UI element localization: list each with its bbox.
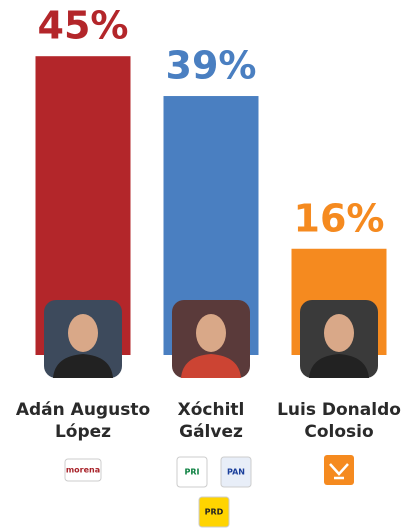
candidate-photo <box>172 300 250 378</box>
party-logo-text: PAN <box>227 468 245 477</box>
candidate-name: Xóchitl Gálvez <box>178 400 245 442</box>
name-line: Xóchitl <box>178 400 245 420</box>
party-logo-text: PRI <box>185 468 200 477</box>
candidate-name: Adán Augusto López <box>16 400 150 442</box>
name-line: Gálvez <box>179 422 243 442</box>
value-label: 39% <box>166 44 257 88</box>
party-logo-text: morena <box>66 466 100 475</box>
candidate-photo <box>44 300 122 378</box>
party-logo-text: PRD <box>205 508 224 517</box>
party-logo <box>220 456 252 488</box>
name-line: Luis Donaldo <box>277 400 401 420</box>
photo-body <box>53 354 113 378</box>
name-line: Colosio <box>304 422 373 442</box>
candidate-name: Luis Donaldo Colosio <box>277 400 401 442</box>
name-line: López <box>55 422 111 442</box>
party-logo <box>198 496 230 528</box>
value-label: 45% <box>38 4 129 48</box>
party-logo <box>64 458 102 482</box>
name-line: Adán Augusto <box>16 400 150 420</box>
photo-face <box>324 314 354 352</box>
party-logo <box>324 455 354 485</box>
candidate-photo <box>300 300 378 378</box>
party-logo <box>176 456 208 488</box>
photo-body <box>309 354 369 378</box>
party-logo-eagle <box>329 463 349 480</box>
photo-face <box>68 314 98 352</box>
photo-face <box>196 314 226 352</box>
value-label: 16% <box>294 196 385 240</box>
photo-body <box>181 354 241 378</box>
